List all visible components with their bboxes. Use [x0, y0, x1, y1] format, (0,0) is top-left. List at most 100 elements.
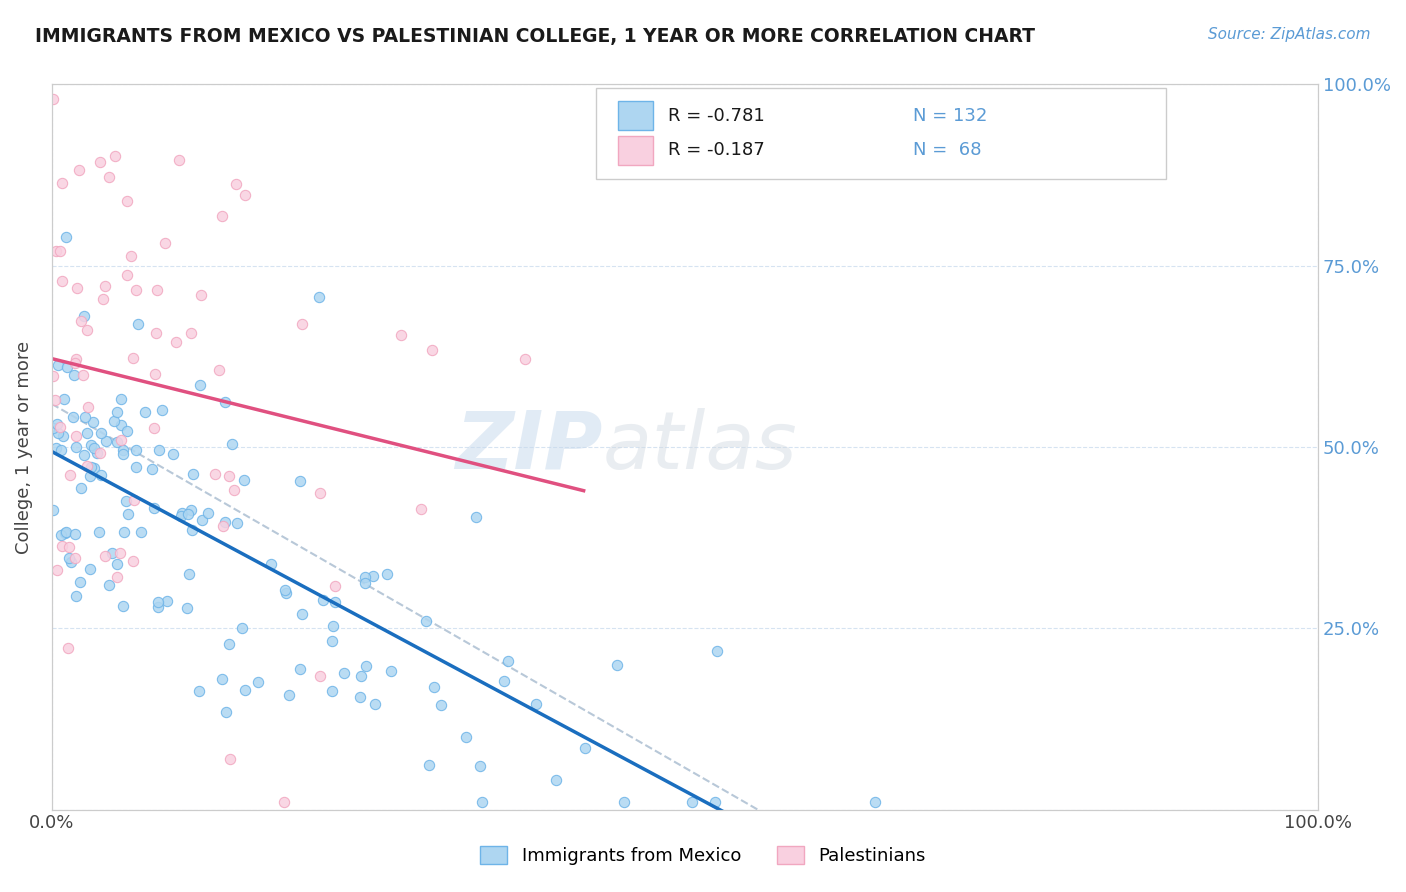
Point	[524, 697, 547, 711]
Point	[145, 326, 167, 340]
Point	[218, 637, 240, 651]
Point	[67, 162, 90, 177]
Point	[169, 153, 191, 167]
Point	[468, 759, 491, 773]
Point	[63, 550, 86, 565]
Point	[49, 442, 72, 457]
Point	[73, 309, 96, 323]
Point	[111, 447, 134, 461]
Point	[148, 443, 170, 458]
Point	[105, 557, 128, 571]
Point	[380, 664, 402, 678]
Point	[221, 437, 243, 451]
Point	[232, 473, 254, 487]
Point	[98, 169, 121, 184]
Point	[49, 244, 72, 259]
Point	[53, 525, 76, 540]
Text: N = 132: N = 132	[912, 107, 987, 125]
Point	[45, 563, 67, 577]
Point	[863, 795, 886, 809]
Point	[190, 288, 212, 302]
Text: R = -0.781: R = -0.781	[668, 107, 765, 125]
Point	[349, 690, 371, 705]
Point	[290, 662, 312, 676]
Point	[704, 795, 727, 809]
Point	[45, 244, 67, 258]
Point	[91, 292, 114, 306]
Point	[181, 467, 204, 481]
Point	[129, 524, 152, 539]
Point	[76, 425, 98, 440]
Point	[218, 469, 240, 483]
Point	[115, 268, 138, 282]
Point	[58, 540, 80, 554]
Point	[82, 415, 104, 429]
Point	[496, 655, 519, 669]
Point	[86, 446, 108, 460]
Point	[89, 154, 111, 169]
Point	[176, 601, 198, 615]
Point	[65, 351, 87, 366]
Point	[274, 582, 297, 597]
Point	[124, 460, 146, 475]
Point	[125, 442, 148, 457]
Point	[115, 494, 138, 508]
Point	[153, 235, 176, 250]
Point	[60, 555, 83, 569]
Point	[308, 669, 330, 683]
Point	[165, 334, 187, 349]
Point	[208, 362, 231, 376]
Point	[143, 501, 166, 516]
Point	[56, 359, 79, 374]
Point	[134, 405, 156, 419]
Point	[141, 461, 163, 475]
Point	[226, 516, 249, 530]
Point	[156, 593, 179, 607]
Point	[66, 281, 89, 295]
Point	[219, 752, 242, 766]
Point	[375, 566, 398, 581]
Point	[65, 589, 87, 603]
Point	[170, 508, 193, 523]
Point	[333, 665, 356, 680]
Point	[104, 149, 127, 163]
Point	[291, 607, 314, 622]
Point	[101, 546, 124, 560]
Point	[214, 515, 236, 529]
Point	[247, 675, 270, 690]
Point	[364, 697, 387, 711]
Point	[513, 351, 536, 366]
Point	[574, 740, 596, 755]
Point	[108, 546, 131, 560]
Point	[415, 614, 437, 628]
FancyBboxPatch shape	[617, 101, 654, 130]
Point	[83, 441, 105, 455]
Point	[197, 506, 219, 520]
Point	[65, 429, 87, 443]
Point	[90, 467, 112, 482]
Point	[112, 599, 135, 613]
Point	[120, 250, 142, 264]
Point	[111, 443, 134, 458]
Point	[170, 507, 193, 521]
Point	[121, 351, 143, 365]
Text: R = -0.187: R = -0.187	[668, 142, 765, 160]
Point	[51, 176, 73, 190]
Point	[62, 410, 84, 425]
Point	[76, 459, 98, 474]
Point	[89, 446, 111, 460]
Point	[308, 291, 330, 305]
Point	[233, 187, 256, 202]
Point	[418, 758, 440, 772]
Point	[308, 486, 330, 500]
Point	[177, 566, 200, 581]
Point	[65, 440, 87, 454]
Point	[76, 323, 98, 337]
Point	[323, 595, 346, 609]
Point	[291, 317, 314, 331]
Legend: Immigrants from Mexico, Palestinians: Immigrants from Mexico, Palestinians	[471, 837, 935, 874]
Point	[46, 359, 69, 373]
Point	[146, 595, 169, 609]
Point	[44, 392, 66, 407]
Point	[231, 621, 253, 635]
